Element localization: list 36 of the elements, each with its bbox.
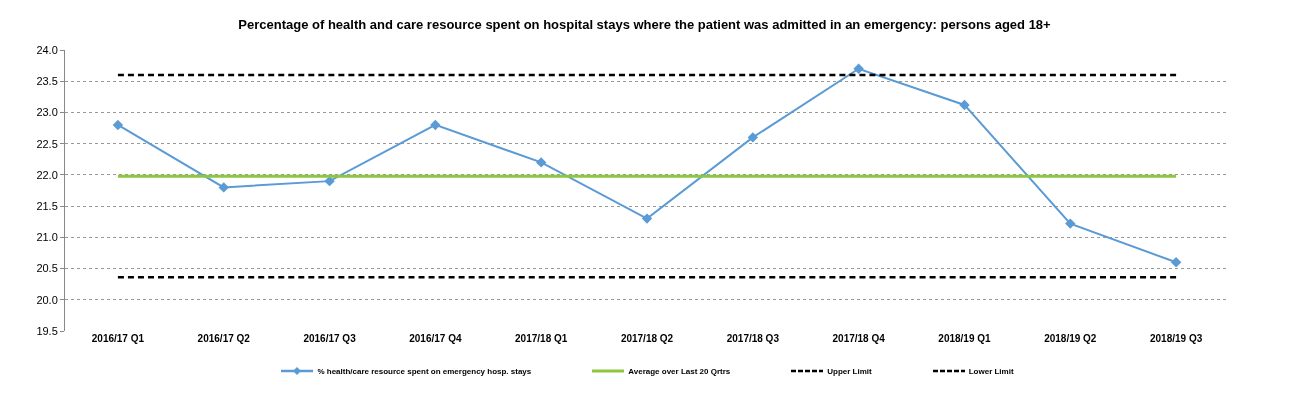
point [747, 132, 759, 143]
chart-title: Percentage of health and care resource spent on hospital stays where the patient was admitted in an emergency: persons aged 18+ [238, 17, 1052, 33]
x-tick-label: 2018/19 Q1 [938, 333, 992, 344]
point [430, 119, 441, 131]
x-tick-label: 2016/17 Q3 [303, 333, 357, 344]
point [959, 99, 970, 111]
x-tick-label: 2017/18 Q1 [515, 333, 568, 344]
x-tick-label: 2017/18 Q2 [620, 333, 674, 344]
point [641, 213, 653, 224]
point [1065, 218, 1076, 229]
y-tick-label: 20.0 [36, 293, 58, 306]
y-tick-label: 21.0 [36, 231, 58, 244]
x-tick-label: 2016/17 Q4 [409, 333, 462, 344]
point [853, 63, 864, 74]
x-tick-label: 2016/17 Q1 [91, 333, 145, 344]
point [535, 157, 547, 168]
y-tick-label: 22.0 [36, 168, 58, 181]
point [112, 119, 124, 131]
x-tick-label: 2017/18 Q4 [832, 333, 886, 344]
y-tick-label: 21.5 [36, 199, 58, 212]
y-tick-label: 23.5 [36, 75, 58, 88]
point [1170, 257, 1182, 268]
x-tick-label: 2018/19 Q2 [1044, 333, 1097, 344]
x-tick-label: 2018/19 Q3 [1149, 333, 1203, 344]
y-tick-label: 19.5 [36, 324, 58, 337]
y-tick-label: 24.0 [36, 43, 58, 56]
y-tick-label: 23.0 [36, 106, 58, 119]
legend-label: Lower Limit [968, 366, 1014, 376]
point [218, 182, 229, 193]
x-tick-label: 2016/17 Q2 [197, 333, 251, 344]
legend-label: Average over Last 20 Qrtrs [628, 366, 731, 376]
legend-label: Upper Limit [827, 366, 872, 376]
y-tick-label: 22.5 [36, 137, 58, 150]
y-tick-label: 20.5 [36, 262, 58, 275]
legend-label: % health/care resource spent on emergency hosp. stays [317, 366, 532, 376]
x-tick-label: 2017/18 Q3 [726, 333, 780, 344]
